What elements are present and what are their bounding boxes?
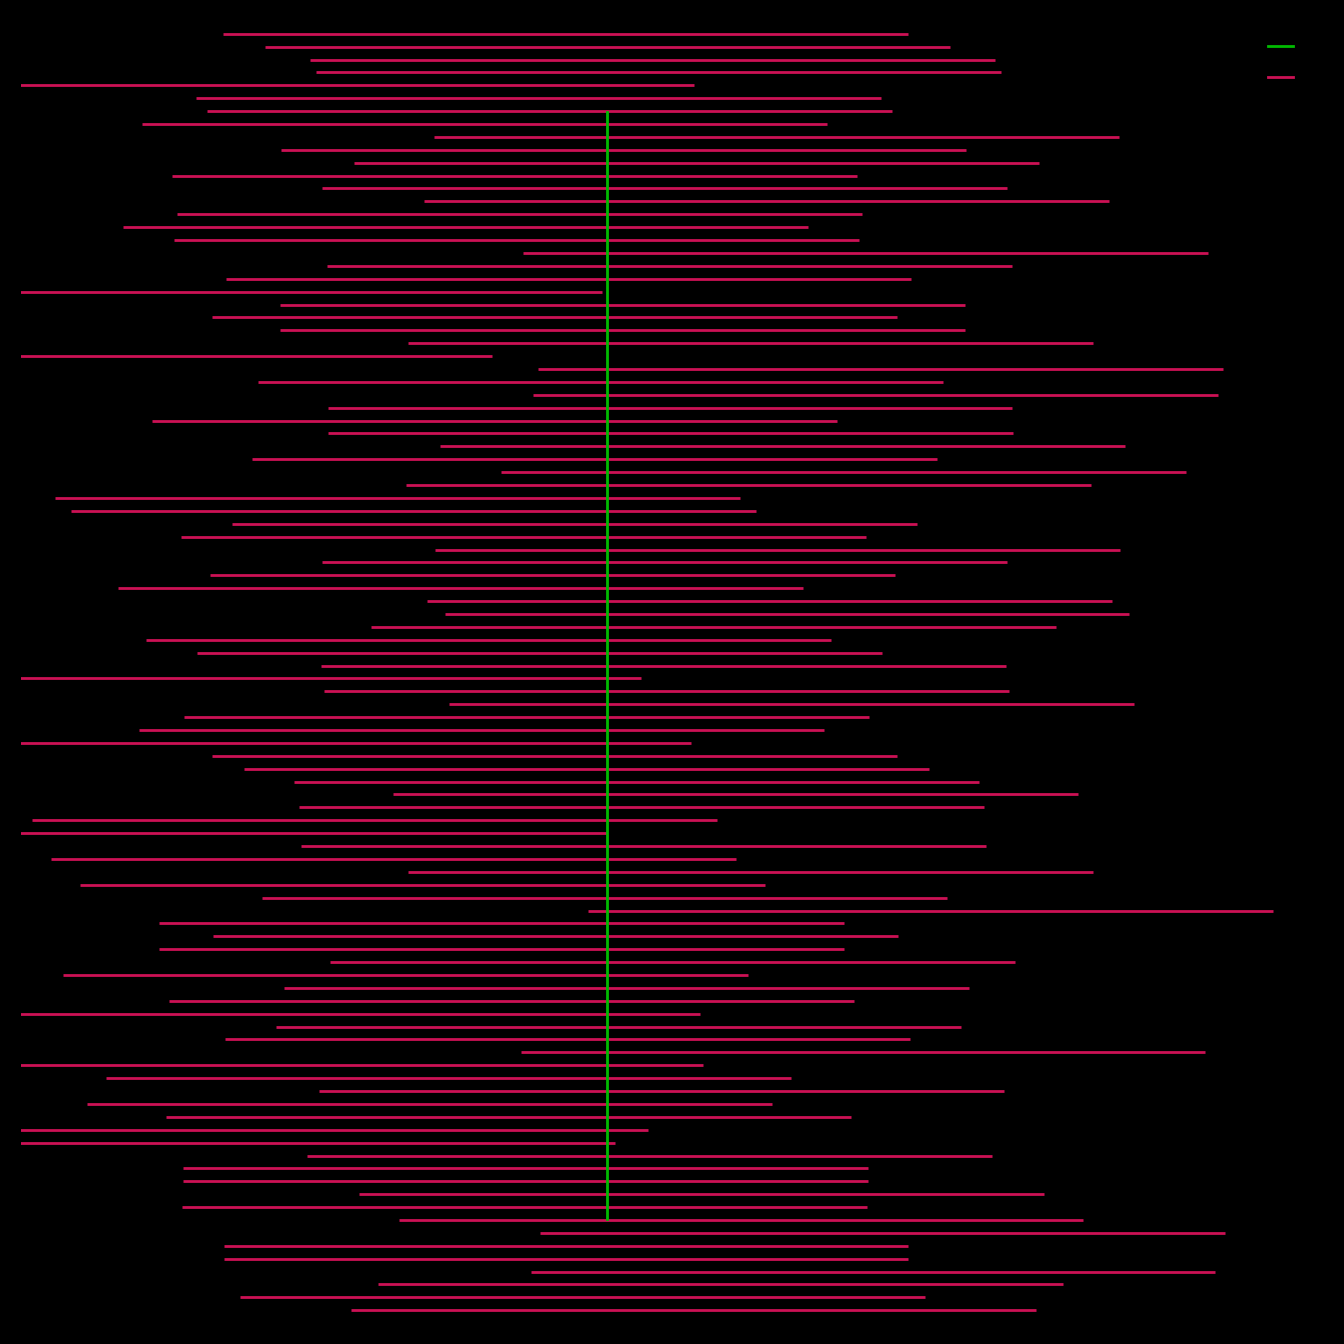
- Legend: , : ,: [1259, 30, 1314, 95]
